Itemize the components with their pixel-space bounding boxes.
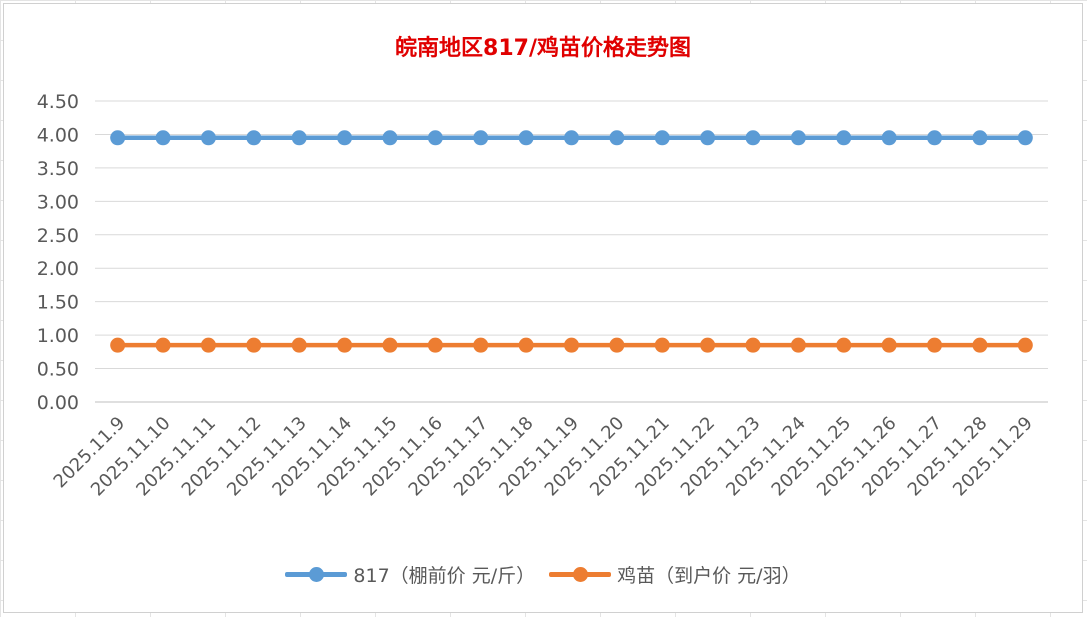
series-1-point [881, 130, 897, 146]
y-tick-label: 4.00 [37, 124, 79, 146]
plot-area: 0.00 0.50 1.00 1.50 2.00 2.50 3.00 3.50 4.00 4.50… [37, 91, 1048, 500]
series-1-point [337, 130, 353, 146]
series-1-point [927, 130, 943, 146]
y-tick-label: 1.50 [37, 292, 79, 314]
series-2-point [110, 337, 126, 353]
y-tick-label: 0.00 [37, 392, 79, 414]
series-1-point [200, 130, 216, 146]
series-2-point [427, 337, 443, 353]
series-2-point [564, 337, 579, 353]
series-2-point [246, 337, 262, 353]
series-2-point [382, 337, 398, 353]
chart-legend: 817（棚前价 元/斤） 鸡苗（到户价 元/羽） [4, 560, 1082, 588]
y-tick-label: 3.00 [37, 191, 79, 213]
legend-label: 817（棚前价 元/斤） [353, 564, 536, 587]
series-1-point [427, 130, 443, 146]
series-1-point [155, 130, 171, 146]
series-2-point [155, 337, 171, 353]
y-tick-label: 3.50 [37, 158, 79, 180]
series-1-point [654, 130, 670, 146]
series-1-point [518, 130, 534, 146]
series-2-point [790, 337, 806, 353]
series-1-point [564, 130, 579, 146]
series-2-point [972, 337, 988, 353]
legend-swatch [549, 560, 612, 588]
series-1-point [972, 130, 988, 146]
series-1-point [382, 130, 398, 146]
series-2-point [836, 337, 852, 353]
series-1-point [1017, 130, 1033, 146]
series-2-point [473, 337, 489, 353]
series-1-point [745, 130, 761, 146]
y-tick-label: 0.50 [37, 359, 79, 381]
series-1-point [473, 130, 489, 146]
series-2-point [881, 337, 897, 353]
series-2-point [700, 337, 716, 353]
series-1-point [836, 130, 852, 146]
series-2-point [518, 337, 534, 353]
series-2-point [291, 337, 307, 353]
series-1-point [790, 130, 806, 146]
legend-entry-1: 817（棚前价 元/斤） [285, 560, 535, 588]
legend-entry-2: 鸡苗（到户价 元/羽） [549, 560, 801, 588]
y-tick-label: 1.00 [37, 325, 79, 347]
series-2-point [654, 337, 670, 353]
series-1-point [700, 130, 716, 146]
y-tick-label: 4.50 [37, 91, 79, 113]
series-2-point [337, 337, 353, 353]
series-2-point [745, 337, 761, 353]
chart-area[interactable]: 皖南地区817/鸡苗价格走势图 0.00 0.50 1.00 1.50 2.00 2.50… [3, 3, 1083, 613]
chart-title: 皖南地区817/鸡苗价格走势图 [395, 36, 691, 61]
y-tick-label: 2.50 [37, 225, 79, 247]
series-1-point [246, 130, 262, 146]
y-tick-label: 2.00 [37, 258, 79, 280]
series-1-point [110, 130, 126, 146]
series-2-point [1017, 337, 1033, 353]
series-1-point [291, 130, 307, 146]
legend-swatch [285, 560, 348, 588]
legend-label: 鸡苗（到户价 元/羽） [617, 564, 801, 587]
series-2-point [200, 337, 216, 353]
series-1-point [609, 130, 625, 146]
series-2-point [927, 337, 943, 353]
series-2-point [609, 337, 625, 353]
